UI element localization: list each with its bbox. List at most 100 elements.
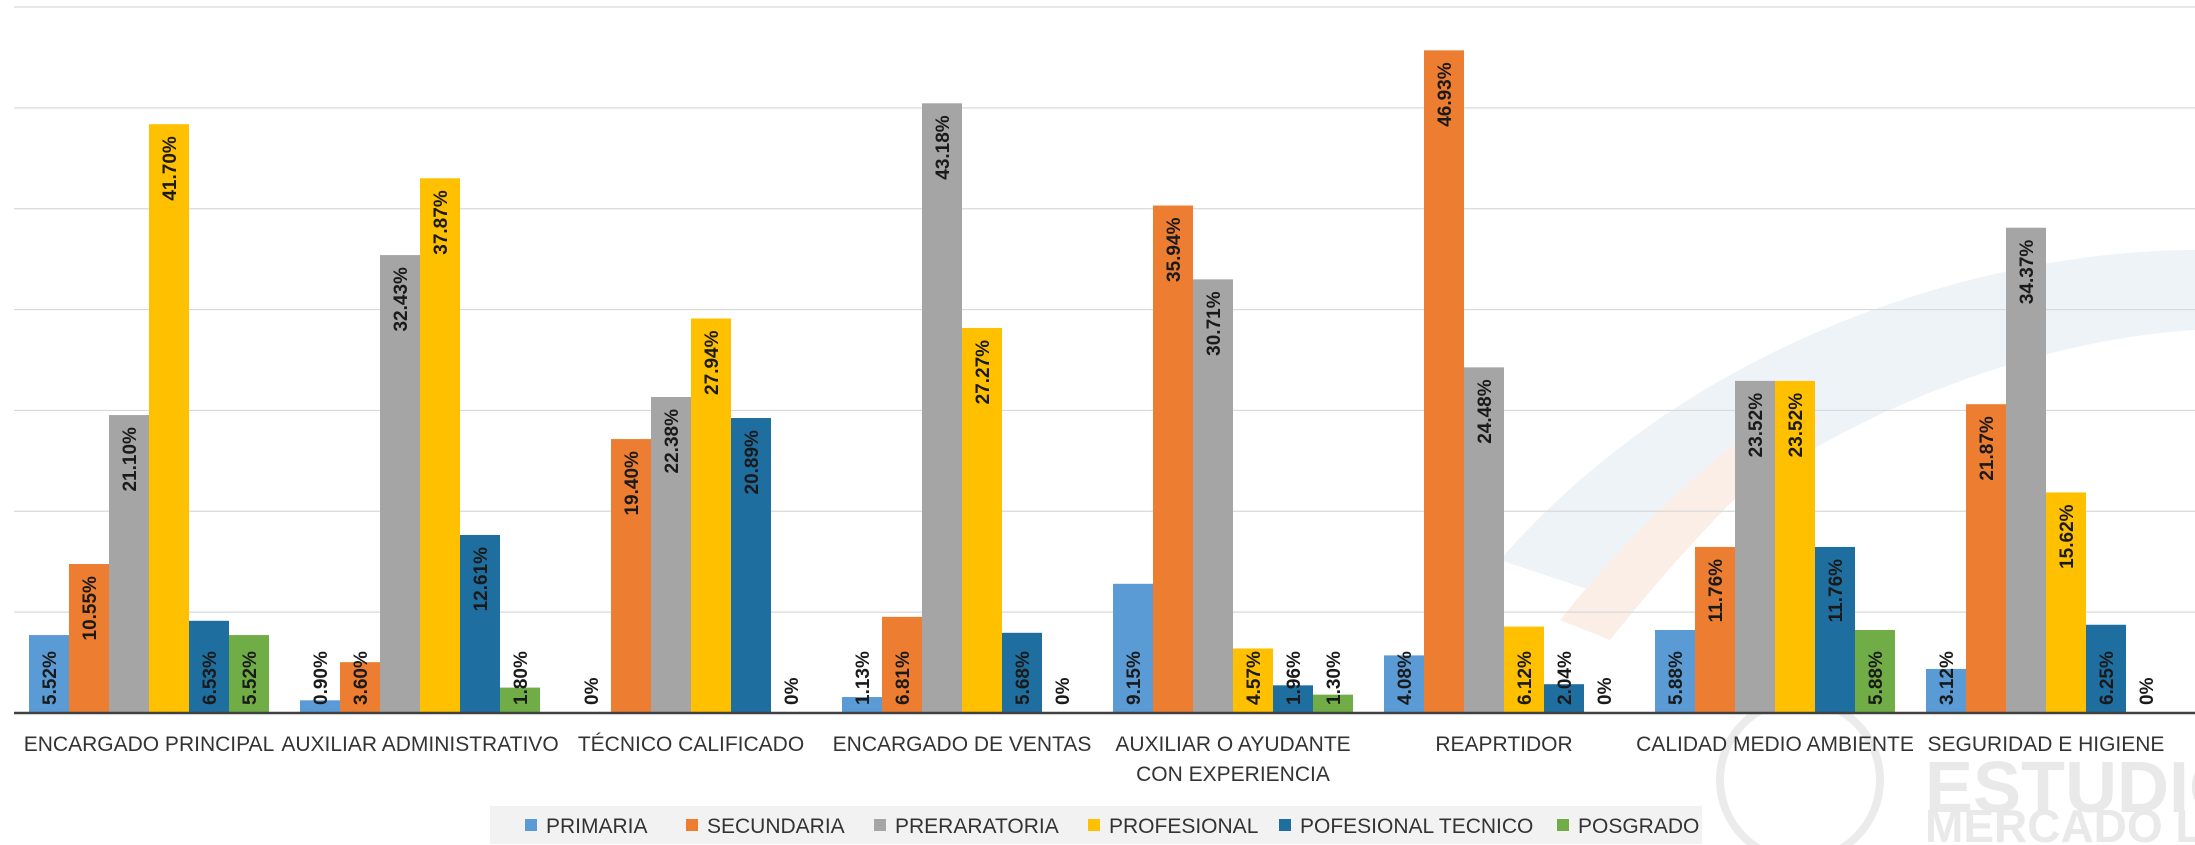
category-label-calidad-medio-ambiente: CALIDAD MEDIO AMBIENTE — [1636, 733, 1914, 756]
value-labels: 5.52% 10.55% 21.10% 41.70% 6.53% 5.52% 0.90% 3.… — [40, 62, 2158, 705]
data-label-tecnico-calificado-primaria: 0% — [582, 677, 603, 705]
bar-encargado-de-ventas-pofesional-tecnico — [1002, 632, 1042, 713]
bar-auxiliar-administrativo-secundaria — [340, 662, 380, 713]
category-labels: ENCARGADO PRINCIPAL AUXILIAR ADMINISTRATI… — [24, 733, 2165, 786]
bar-auxiliar-o-ayudante-con-experiencia-profesional — [1233, 648, 1273, 713]
data-label-tecnico-calificado-posgrado: 0% — [782, 677, 803, 705]
category-label-encargado-principal: ENCARGADO PRINCIPAL — [24, 733, 275, 756]
bar-encargado-de-ventas-secundaria — [882, 616, 922, 713]
data-label-auxiliar-o-ayudante-con-experiencia-profesional: 4.57% — [1244, 651, 1265, 705]
bar-tecnico-calificado-pofesional-tecnico — [731, 418, 771, 713]
data-label-seguridad-e-higiene-profesional: 15.62% — [2057, 504, 2078, 569]
bar-seguridad-e-higiene-pofesional-tecnico — [2086, 624, 2126, 713]
bar-seguridad-e-higiene-profesional — [2046, 492, 2086, 713]
data-label-encargado-de-ventas-secundaria: 6.81% — [893, 651, 914, 705]
data-label-calidad-medio-ambiente-profesional: 23.52% — [1786, 393, 1807, 458]
data-label-reaprtidor-preraratoria: 24.48% — [1475, 379, 1496, 444]
data-label-encargado-de-ventas-pofesional-tecnico: 5.68% — [1013, 651, 1034, 705]
watermark-logo-icon — [1716, 696, 1884, 845]
legend: PRIMARIA SECUNDARIA PRERARATORIA PROFESIONA… — [490, 806, 1702, 844]
bar-reaprtidor-primaria — [1384, 655, 1424, 713]
bar-encargado-principal-profesional — [149, 124, 189, 714]
bar-seguridad-e-higiene-secundaria — [1966, 404, 2006, 713]
data-label-seguridad-e-higiene-primaria: 3.12% — [1937, 651, 1958, 705]
bar-calidad-medio-ambiente-secundaria — [1695, 546, 1735, 713]
bar-encargado-principal-preraratoria — [109, 415, 149, 713]
legend-swatch-preraratoria — [874, 819, 886, 831]
legend-swatch-pofesional-tecnico — [1279, 819, 1291, 831]
bar-calidad-medio-ambiente-posgrado — [1855, 629, 1895, 713]
data-label-calidad-medio-ambiente-secundaria: 11.76% — [1706, 559, 1727, 622]
watermark-text-line2: MERCADO LABO — [1925, 800, 2195, 845]
data-label-encargado-principal-secundaria: 10.55% — [80, 576, 101, 641]
bar-auxiliar-administrativo-preraratoria — [380, 255, 420, 714]
data-label-reaprtidor-secundaria: 46.93% — [1435, 62, 1456, 127]
bar-auxiliar-o-ayudante-con-experiencia-posgrado — [1313, 694, 1353, 713]
data-label-calidad-medio-ambiente-posgrado: 5.88% — [1866, 651, 1887, 705]
data-label-encargado-de-ventas-profesional: 27.27% — [973, 340, 994, 405]
data-label-calidad-medio-ambiente-preraratoria: 23.52% — [1746, 393, 1767, 458]
bar-reaprtidor-secundaria — [1424, 50, 1464, 714]
bar-tecnico-calificado-secundaria — [611, 439, 651, 713]
bar-auxiliar-administrativo-pofesional-tecnico — [460, 534, 500, 713]
data-label-encargado-principal-profesional: 41.70% — [160, 136, 181, 201]
bar-calidad-medio-ambiente-preraratoria — [1735, 380, 1775, 713]
data-label-encargado-de-ventas-posgrado: 0% — [1053, 677, 1074, 705]
data-label-auxiliar-o-ayudante-con-experiencia-primaria: 9.15% — [1124, 651, 1145, 705]
data-label-auxiliar-administrativo-profesional: 37.87% — [431, 190, 452, 255]
data-label-auxiliar-administrativo-posgrado: 1.80% — [511, 651, 532, 705]
bar-encargado-principal-primaria — [29, 635, 69, 713]
bar-encargado-de-ventas-preraratoria — [922, 103, 962, 713]
legend-swatch-posgrado — [1557, 819, 1569, 831]
bar-calidad-medio-ambiente-profesional — [1775, 380, 1815, 713]
bar-auxiliar-administrativo-profesional — [420, 178, 460, 713]
bar-calidad-medio-ambiente-primaria — [1655, 629, 1695, 713]
data-label-encargado-de-ventas-preraratoria: 43.18% — [933, 115, 954, 180]
data-label-seguridad-e-higiene-pofesional-tecnico: 6.25% — [2097, 651, 2118, 705]
bar-tecnico-calificado-profesional — [691, 318, 731, 713]
data-label-auxiliar-administrativo-secundaria: 3.60% — [351, 651, 372, 705]
bar-reaprtidor-profesional — [1504, 626, 1544, 713]
data-label-seguridad-e-higiene-posgrado: 0% — [2137, 677, 2158, 705]
category-label-encargado-de-ventas: ENCARGADO DE VENTAS — [833, 733, 1092, 756]
bar-encargado-principal-pofesional-tecnico — [189, 620, 229, 713]
category-label-auxiliar-administrativo: AUXILIAR ADMINISTRATIVO — [281, 733, 558, 756]
bars — [29, 50, 2126, 714]
data-label-calidad-medio-ambiente-pofesional-tecnico: 11.76% — [1826, 559, 1847, 622]
bar-auxiliar-o-ayudante-con-experiencia-primaria — [1113, 583, 1153, 713]
gridlines — [14, 6, 2195, 613]
data-label-auxiliar-administrativo-preraratoria: 32.43% — [391, 267, 412, 332]
bar-auxiliar-administrativo-posgrado — [500, 687, 540, 713]
legend-label-posgrado: POSGRADO — [1578, 815, 1699, 838]
bar-reaprtidor-preraratoria — [1464, 367, 1504, 713]
legend-label-pofesional-tecnico: POFESIONAL TECNICO — [1300, 815, 1533, 838]
bar-auxiliar-o-ayudante-con-experiencia-secundaria — [1153, 205, 1193, 713]
category-label-auxiliar-o-ayudante-con-experiencia: AUXILIAR O AYUDANTE — [1115, 733, 1350, 756]
data-label-encargado-principal-posgrado: 5.52% — [240, 651, 261, 705]
data-label-auxiliar-o-ayudante-con-experiencia-preraratoria: 30.71% — [1204, 291, 1225, 356]
legend-swatch-secundaria — [686, 819, 698, 831]
data-label-seguridad-e-higiene-secundaria: 21.87% — [1977, 416, 1998, 481]
bar-seguridad-e-higiene-preraratoria — [2006, 227, 2046, 713]
bar-auxiliar-o-ayudante-con-experiencia-preraratoria — [1193, 279, 1233, 713]
bar-encargado-principal-posgrado — [229, 635, 269, 713]
category-label-tecnico-calificado: TÉCNICO CALIFICADO — [578, 733, 804, 756]
data-label-reaprtidor-profesional: 6.12% — [1515, 651, 1536, 705]
data-label-tecnico-calificado-preraratoria: 22.38% — [662, 409, 683, 474]
bar-seguridad-e-higiene-primaria — [1926, 668, 1966, 713]
category-label-reaprtidor: REAPRTIDOR — [1435, 733, 1572, 756]
legend-label-secundaria: SECUNDARIA — [707, 815, 845, 838]
bar-tecnico-calificado-preraratoria — [651, 396, 691, 713]
data-label-auxiliar-o-ayudante-con-experiencia-posgrado: 1.30% — [1324, 651, 1345, 705]
category-label-auxiliar-o-ayudante-con-experiencia: CON EXPERIENCIA — [1136, 763, 1330, 786]
legend-swatch-primaria — [525, 819, 537, 831]
data-label-encargado-de-ventas-primaria: 1.13% — [853, 651, 874, 705]
bar-auxiliar-o-ayudante-con-experiencia-pofesional-tecnico — [1273, 685, 1313, 713]
data-label-auxiliar-administrativo-primaria: 0.90% — [311, 651, 332, 705]
bar-encargado-de-ventas-primaria — [842, 697, 882, 713]
data-label-tecnico-calificado-pofesional-tecnico: 20.89% — [742, 430, 763, 495]
data-label-encargado-principal-preraratoria: 21.10% — [120, 427, 141, 492]
legend-swatch-profesional — [1088, 819, 1100, 831]
data-label-tecnico-calificado-secundaria: 19.40% — [622, 451, 643, 516]
